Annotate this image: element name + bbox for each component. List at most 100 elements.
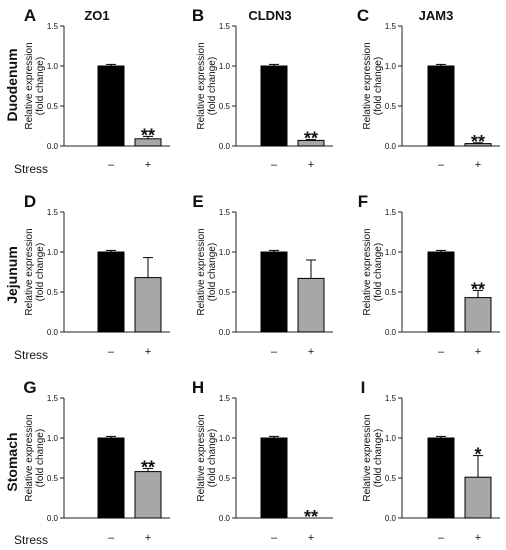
x-tick-label: + <box>308 346 314 358</box>
panel-i: I Relative expression (fold change) 0.0 0.5 1… <box>361 378 500 544</box>
panel-letter: B <box>192 6 204 25</box>
y-tick-label: 0.5 <box>385 102 397 111</box>
x-tick-label: + <box>475 159 481 171</box>
x-tick-label: + <box>145 346 151 358</box>
y-tick-label: 0.0 <box>47 142 59 151</box>
y-tick-label: 1.5 <box>219 394 231 403</box>
y-tick-label: 0.0 <box>385 514 397 523</box>
panel-a: A Relative expression (fold change) 0.0 0.5 1… <box>24 6 170 171</box>
y-tick-label: 0.0 <box>219 514 231 523</box>
y-tick-label: 0.0 <box>219 328 231 337</box>
y-tick-label: 0.5 <box>385 474 397 483</box>
column-title-zo1: ZO1 <box>84 8 109 23</box>
y-axis-title: (fold change) <box>373 57 384 115</box>
y-tick-label: 1.5 <box>47 208 59 217</box>
bar-stress <box>464 297 492 333</box>
y-axis-title: Relative expression <box>196 414 207 501</box>
x-tick-label: – <box>108 532 115 544</box>
y-axis-title: Relative expression <box>362 228 373 315</box>
y-tick-label: 0.0 <box>47 328 59 337</box>
bar-stress <box>134 471 162 519</box>
x-tick-label: – <box>108 159 115 171</box>
bar-control <box>260 251 288 333</box>
x-tick-label: + <box>475 346 481 358</box>
figure-labels: ZO1 CLDN3 JAM3 Duodenum Jejunum Stomach … <box>4 8 453 547</box>
y-axis-title: (fold change) <box>207 243 218 301</box>
bar-control <box>260 65 288 147</box>
y-tick-label: 0.0 <box>385 142 397 151</box>
x-tick-label: + <box>308 159 314 171</box>
stress-label-row2: Stress <box>14 348 48 362</box>
y-tick-label: 0.0 <box>219 142 231 151</box>
panel-letter: G <box>23 378 36 397</box>
x-tick-label: + <box>145 532 151 544</box>
y-tick-label: 1.0 <box>385 434 397 443</box>
y-tick-label: 1.5 <box>385 394 397 403</box>
y-axis-title: (fold change) <box>35 429 46 487</box>
panel-letter: C <box>357 6 369 25</box>
x-tick-label: – <box>108 346 115 358</box>
y-tick-label: 1.0 <box>219 248 231 257</box>
bar-stress <box>134 277 162 333</box>
y-axis-title: (fold change) <box>35 57 46 115</box>
y-tick-label: 0.5 <box>219 102 231 111</box>
x-tick-label: + <box>475 532 481 544</box>
bar-control <box>427 65 455 147</box>
panel-letter: H <box>192 378 204 397</box>
bar-control <box>97 65 125 147</box>
column-title-cldn3: CLDN3 <box>248 8 291 23</box>
bar-control <box>97 251 125 333</box>
y-tick-label: 1.5 <box>47 394 59 403</box>
panel-g: G Relative expression (fold change) 0.0 0.5 1… <box>23 378 170 544</box>
bar-control <box>97 437 125 519</box>
y-axis-title: Relative expression <box>24 228 35 315</box>
y-tick-label: 1.0 <box>385 62 397 71</box>
panel-e: E Relative expression (fold change) 0.0 0.5 1… <box>192 192 333 358</box>
y-tick-label: 0.5 <box>219 474 231 483</box>
significance-marker: * <box>474 445 481 465</box>
panel-b: B Relative expression (fold change) 0.0 0.5 1… <box>192 6 333 171</box>
row-label-stomach: Stomach <box>4 432 20 491</box>
y-tick-label: 1.0 <box>47 248 59 257</box>
panel-letter: A <box>24 6 36 25</box>
row-label-duodenum: Duodenum <box>4 48 20 121</box>
y-axis-title: Relative expression <box>362 414 373 501</box>
panel-letter: I <box>361 378 366 397</box>
x-tick-label: – <box>438 346 445 358</box>
y-tick-label: 1.0 <box>219 434 231 443</box>
row-label-jejunum: Jejunum <box>4 246 20 304</box>
x-tick-label: – <box>271 159 278 171</box>
column-title-jam3: JAM3 <box>419 8 454 23</box>
y-tick-label: 1.5 <box>47 22 59 31</box>
y-axis-title: Relative expression <box>196 42 207 129</box>
bar-control <box>427 437 455 519</box>
y-tick-label: 0.5 <box>219 288 231 297</box>
y-tick-label: 1.5 <box>385 22 397 31</box>
y-tick-label: 0.5 <box>47 288 59 297</box>
significance-marker: ** <box>141 457 155 477</box>
y-tick-label: 1.0 <box>47 434 59 443</box>
bar-control <box>427 251 455 333</box>
x-tick-label: + <box>308 532 314 544</box>
panel-letter: E <box>192 192 203 211</box>
y-tick-label: 1.0 <box>385 248 397 257</box>
y-tick-label: 1.0 <box>219 62 231 71</box>
y-axis-title: Relative expression <box>196 228 207 315</box>
panel-c: C Relative expression (fold change) 0.0 0.5 1… <box>357 6 500 171</box>
y-tick-label: 1.5 <box>219 208 231 217</box>
y-axis-title: Relative expression <box>362 42 373 129</box>
panel-h: H Relative expression (fold change) 0.0 0.5 1… <box>192 378 333 544</box>
y-axis-title: (fold change) <box>373 243 384 301</box>
y-tick-label: 0.5 <box>385 288 397 297</box>
panel-d: D Relative expression (fold change) 0.0 0.5 1… <box>24 192 170 358</box>
y-tick-label: 0.5 <box>47 102 59 111</box>
y-tick-label: 0.5 <box>47 474 59 483</box>
y-tick-label: 1.5 <box>219 22 231 31</box>
significance-marker: ** <box>304 129 318 149</box>
x-tick-label: – <box>271 532 278 544</box>
y-tick-label: 0.0 <box>47 514 59 523</box>
bar-control <box>260 437 288 519</box>
significance-marker: ** <box>471 279 485 299</box>
